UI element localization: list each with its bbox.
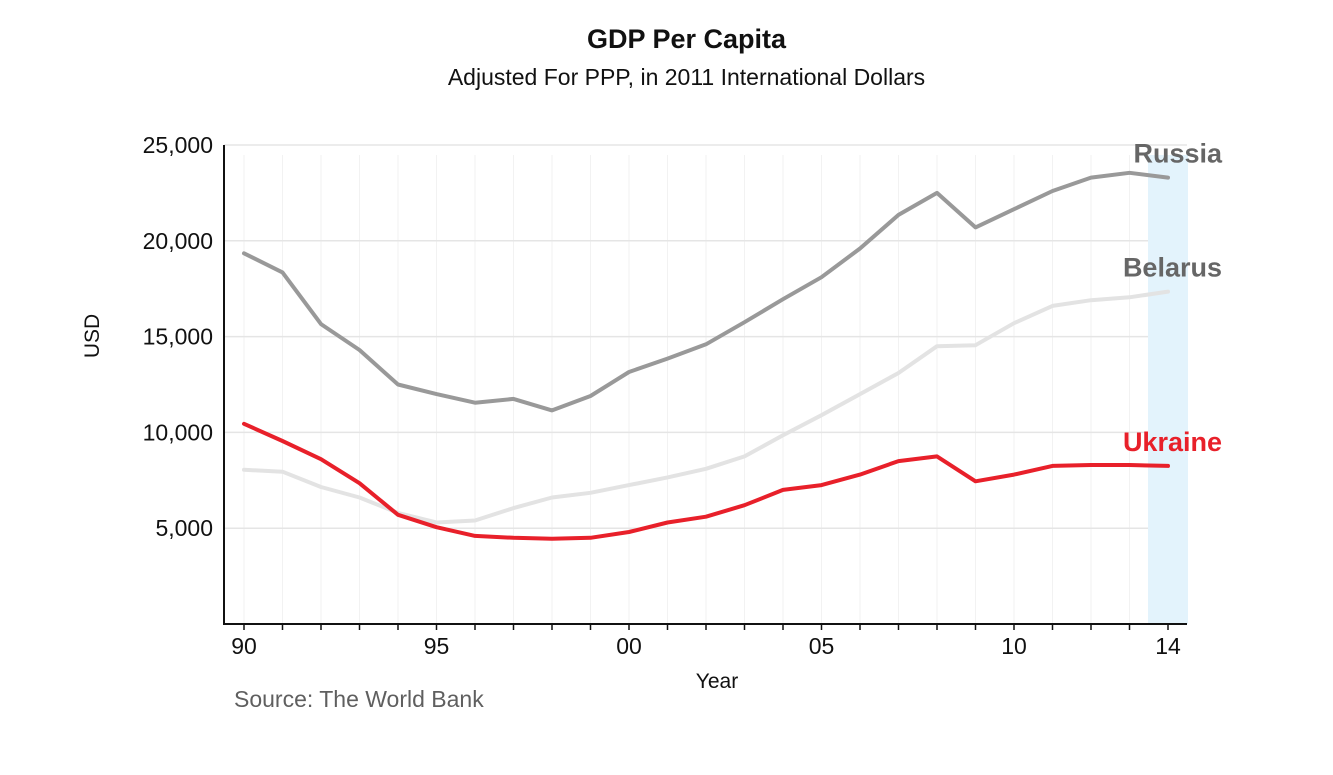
- y-tick-label: 10,000: [143, 419, 213, 445]
- x-axis-title: Year: [696, 670, 738, 693]
- y-tick-label: 20,000: [143, 228, 213, 254]
- series-label-russia: Russia: [1133, 139, 1223, 169]
- highlight-band-2014: [1148, 155, 1188, 624]
- y-axis-title: USD: [81, 314, 104, 358]
- x-tick-label: 10: [1001, 633, 1027, 659]
- x-tick-label: 90: [231, 633, 257, 659]
- y-tick-label: 5,000: [155, 515, 213, 541]
- y-tick-label: 25,000: [143, 132, 213, 158]
- source-note: Source: The World Bank: [234, 686, 484, 712]
- x-tick-label: 95: [424, 633, 450, 659]
- x-tick-label: 00: [616, 633, 642, 659]
- x-tick-label: 05: [809, 633, 835, 659]
- axes: [223, 145, 1187, 630]
- chart-subtitle: Adjusted For PPP, in 2011 International …: [447, 64, 926, 90]
- chart-title: GDP Per Capita: [586, 24, 787, 54]
- series-label-ukraine: Ukraine: [1123, 427, 1222, 457]
- tick-labels: 5,000 10,000 15,000 20,000 25,000 90 95 00 05 10 1…: [143, 132, 1223, 659]
- series-lines: [242, 170, 1170, 541]
- series-line-ukraine: [242, 421, 1170, 541]
- series-label-belarus: Belarus: [1123, 253, 1222, 283]
- grid-lines: [224, 144, 1187, 624]
- x-tick-label: 14: [1155, 633, 1181, 659]
- y-tick-label: 15,000: [143, 324, 213, 350]
- series-line-russia: [242, 170, 1170, 413]
